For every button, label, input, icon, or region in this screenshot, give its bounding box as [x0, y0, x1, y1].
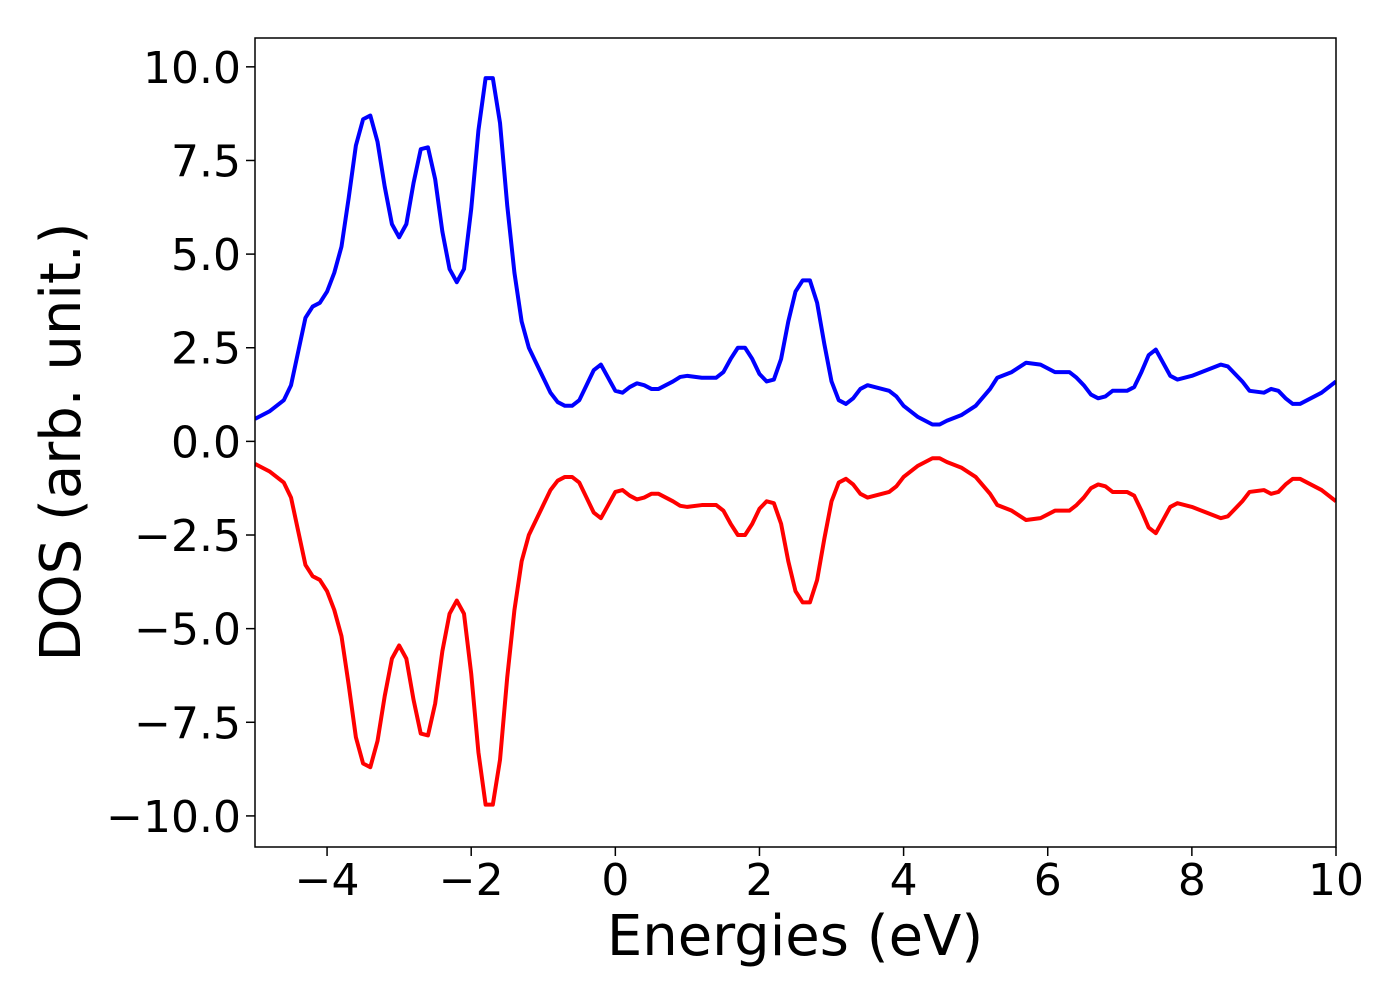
y-tick-label: 10.0 — [143, 43, 241, 94]
dos-line — [255, 76, 1336, 427]
x-tick-label: 10 — [1308, 855, 1364, 906]
x-tick-label: −2 — [439, 855, 504, 906]
y-tick-label: −5.0 — [134, 605, 241, 656]
x-tick-label: 8 — [1178, 855, 1206, 906]
x-tick-label: −4 — [295, 855, 360, 906]
y-axis-label: DOS (arb. unit.) — [29, 222, 94, 661]
x-tick-label: 4 — [890, 855, 918, 906]
y-tick-label: −10.0 — [106, 792, 241, 843]
y-tick-label: 2.5 — [171, 324, 241, 375]
x-tick-label: 2 — [745, 855, 773, 906]
dos-line — [255, 456, 1336, 807]
x-tick-label: 0 — [601, 855, 629, 906]
plot-frame — [254, 37, 1337, 848]
x-tick-label: 6 — [1034, 855, 1062, 906]
y-tick-label: −2.5 — [134, 511, 241, 562]
y-tick-label: 0.0 — [171, 417, 241, 468]
x-axis-label: Energies (eV) — [607, 904, 983, 969]
y-tick-label: −7.5 — [134, 698, 241, 749]
y-tick-label: 7.5 — [171, 136, 241, 187]
y-tick-label: 5.0 — [171, 230, 241, 281]
